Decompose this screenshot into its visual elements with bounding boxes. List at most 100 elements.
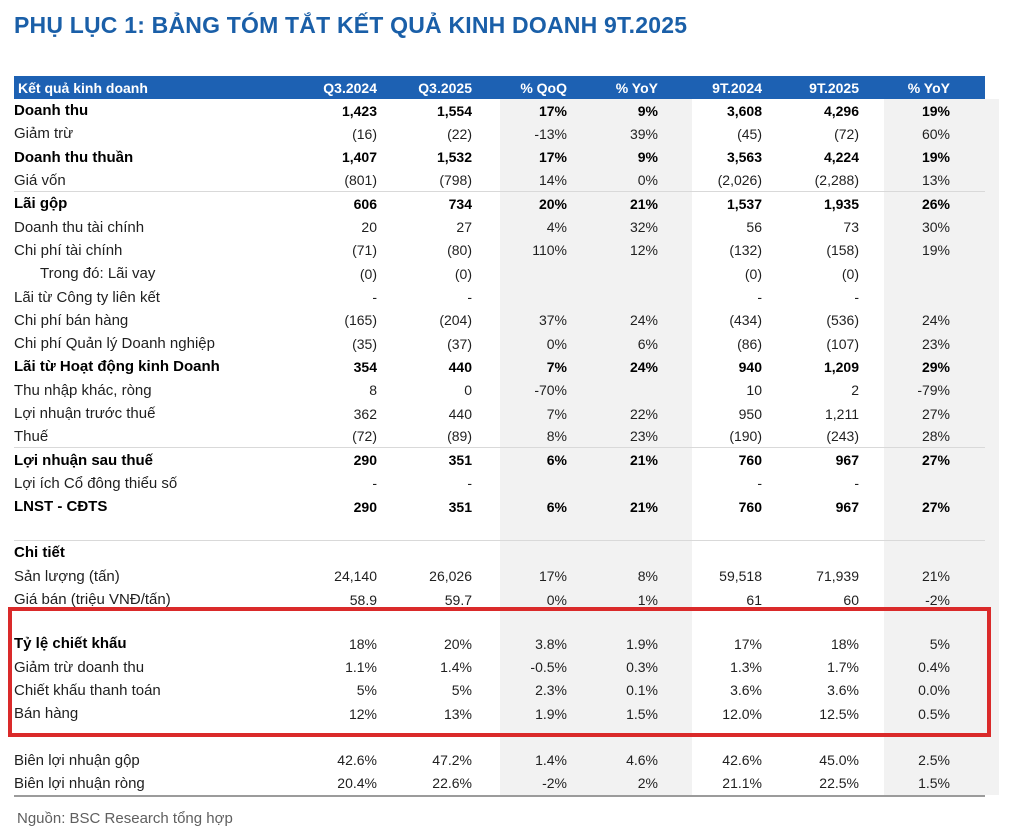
value-cell: 22.6%: [432, 775, 472, 792]
value-cell: 1%: [637, 591, 658, 608]
value-cell: 21.1%: [722, 775, 762, 792]
row-label: Biên lợi nhuận gộp: [14, 751, 140, 769]
value-cell: 24,140: [334, 568, 377, 585]
row-label: Thuế: [14, 427, 49, 445]
value-cell: 967: [835, 452, 859, 469]
value-cell: (35): [352, 335, 377, 352]
value-cell: 71,939: [816, 568, 859, 585]
value-cell: (0): [744, 265, 762, 282]
value-cell: 12%: [348, 705, 377, 722]
value-cell: 59.7: [444, 591, 472, 608]
header-cell: Q3.2025: [418, 79, 472, 96]
value-cell: 6%: [637, 335, 658, 352]
value-cell: 8%: [637, 568, 658, 585]
table-row: Biên lợi nhuận gộp 42.6% 47.2% 1.4% 4.6% 42.6…: [14, 748, 985, 771]
value-cell: 1.9%: [535, 705, 567, 722]
value-cell: 2.5%: [918, 752, 950, 769]
value-cell: 19%: [921, 149, 950, 166]
value-cell: 1,211: [825, 405, 859, 422]
value-cell: 18%: [348, 635, 377, 652]
value-cell: 0.5%: [918, 705, 950, 722]
table-row: Biên lợi nhuận ròng 20.4% 22.6% -2% 2% 21.1% 2…: [14, 772, 985, 795]
row-label: Lãi từ Công ty liên kết: [14, 288, 160, 306]
header-cell: Q3.2024: [323, 79, 377, 96]
table-row: Tỷ lệ chiết khấu 18% 20% 3.8% 1.9% 17% 18% 5%: [14, 632, 985, 655]
value-cell: (798): [439, 172, 472, 189]
table-row: Lợi ích Cổ đông thiểu số - - - -: [14, 472, 985, 495]
value-cell: 3.6%: [730, 682, 762, 699]
value-cell: (72): [352, 428, 377, 445]
row-label: Lãi từ Hoạt động kinh Doanh: [14, 358, 220, 376]
row-label: Lãi gộp: [14, 195, 68, 213]
table-row: Lãi từ Hoạt động kinh Doanh 354 440 7% 24% 94…: [14, 355, 985, 378]
value-cell: 4.6%: [626, 752, 658, 769]
value-cell: 58.9: [349, 591, 377, 608]
value-cell: 17%: [538, 102, 567, 119]
value-cell: 12.5%: [819, 705, 859, 722]
column-shade-qoq-yoy: [500, 99, 692, 795]
value-cell: 110%: [532, 242, 567, 259]
row-label: LNST - CĐTS: [14, 498, 108, 516]
value-cell: 26,026: [429, 568, 472, 585]
value-cell: 12%: [629, 242, 658, 259]
value-cell: 940: [738, 358, 762, 375]
value-cell: 20: [361, 219, 377, 236]
table-body: Doanh thu 1,423 1,554 17% 9% 3,608 4,296 19% Giả…: [14, 99, 985, 798]
header-cell: % QoQ: [520, 79, 567, 96]
row-label: Doanh thu thuần: [14, 148, 134, 166]
value-cell: 29%: [921, 358, 950, 375]
table-row: Doanh thu 1,423 1,554 17% 9% 3,608 4,296 19%: [14, 99, 985, 122]
table-row: Lãi từ Công ty liên kết - - - -: [14, 285, 985, 308]
table-row: Giảm trừ doanh thu 1.1% 1.4% -0.5% 0.3% 1.3% 1…: [14, 656, 985, 679]
value-cell: 32%: [629, 219, 658, 236]
row-label: Tỷ lệ chiết khấu: [14, 635, 127, 653]
value-cell: (158): [826, 242, 859, 259]
value-cell: 23%: [629, 428, 658, 445]
value-cell: 1,532: [436, 149, 472, 166]
value-cell: 10: [746, 382, 762, 399]
row-label: Lợi nhuận trước thuế: [14, 405, 156, 422]
value-cell: 2%: [637, 775, 658, 792]
table-header-row: Kết quả kinh doanh Q3.2024 Q3.2025 % QoQ % Y…: [14, 76, 985, 99]
spacer-row: [14, 725, 985, 748]
table-row: Chi phí bán hàng (165) (204) 37% 24% (434) (53…: [14, 309, 985, 332]
value-cell: 5%: [929, 635, 950, 652]
value-cell: (16): [352, 125, 377, 142]
value-cell: 1,554: [436, 102, 472, 119]
value-cell: 39%: [629, 125, 658, 142]
row-label: Chi phí tài chính: [14, 241, 123, 259]
value-cell: 60%: [921, 125, 950, 142]
value-cell: 7%: [546, 358, 567, 375]
value-cell: 4%: [546, 219, 567, 236]
header-cell-label: Kết quả kinh doanh: [18, 79, 148, 96]
value-cell: 22.5%: [819, 775, 859, 792]
row-label: Giá bán (triệu VNĐ/tấn): [14, 591, 171, 609]
value-cell: 21%: [629, 498, 658, 515]
value-cell: 18%: [830, 635, 859, 652]
header-cell: % YoY: [907, 79, 950, 96]
value-cell: 21%: [629, 195, 658, 212]
value-cell: 0.3%: [626, 659, 658, 676]
value-cell: 42.6%: [337, 752, 377, 769]
value-cell: 30%: [921, 219, 950, 236]
table-row: Lãi gộp 606 734 20% 21% 1,537 1,935 26%: [14, 192, 985, 215]
value-cell: -70%: [534, 382, 567, 399]
value-cell: (37): [447, 335, 472, 352]
value-cell: 440: [448, 405, 472, 422]
value-cell: 0%: [637, 172, 658, 189]
value-cell: 4,296: [823, 102, 859, 119]
value-cell: 45.0%: [819, 752, 859, 769]
source-note: Nguồn: BSC Research tổng hợp: [17, 810, 233, 827]
value-cell: 0.0%: [918, 682, 950, 699]
value-cell: 0%: [546, 591, 567, 608]
row-label: Chiết khấu thanh toán: [14, 681, 161, 699]
row-label: Doanh thu tài chính: [14, 218, 145, 236]
table-row: Giá vốn (801) (798) 14% 0% (2,026) (2,288) 13%: [14, 169, 985, 193]
value-cell: 1.5%: [626, 705, 658, 722]
value-cell: 17%: [538, 149, 567, 166]
value-cell: 21%: [629, 452, 658, 469]
value-cell: (89): [447, 428, 472, 445]
page-title: PHỤ LỤC 1: BẢNG TÓM TẮT KẾT QUẢ KINH DOA…: [14, 12, 688, 38]
value-cell: 28%: [921, 428, 950, 445]
